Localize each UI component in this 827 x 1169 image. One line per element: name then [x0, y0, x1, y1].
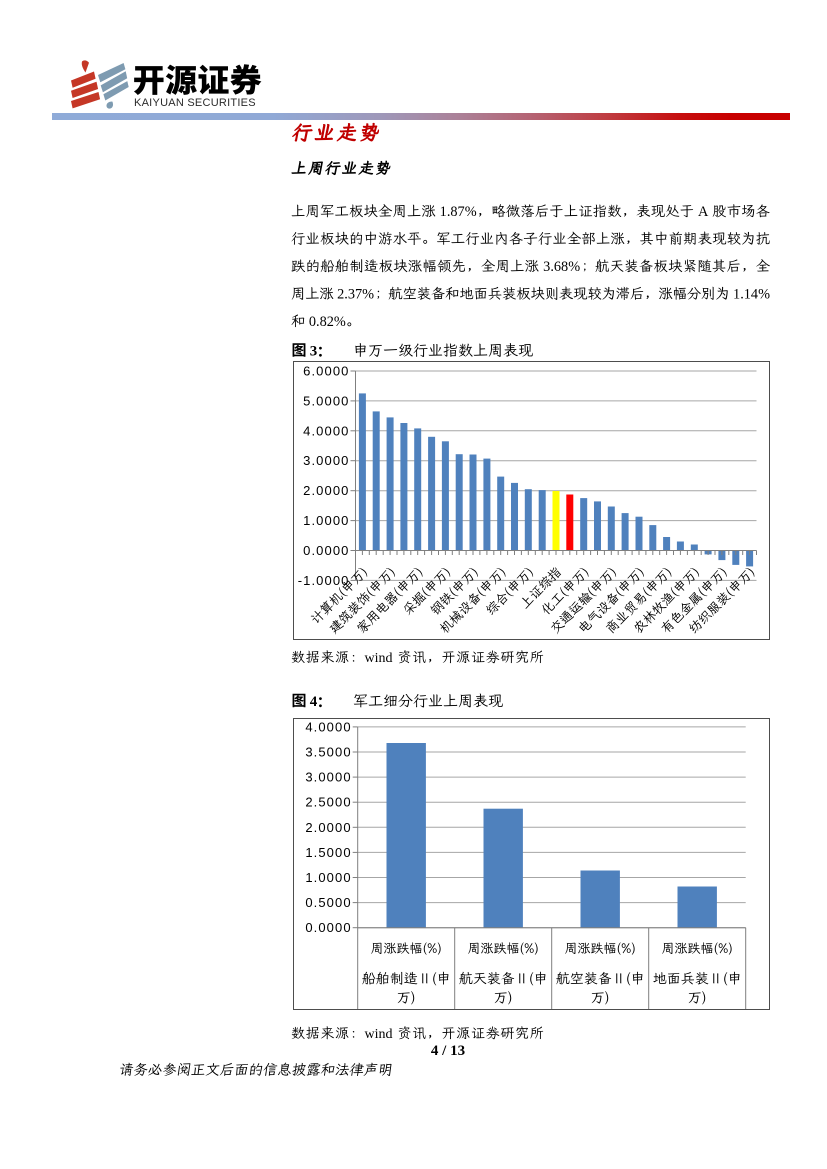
- svg-text:0.0000: 0.0000: [305, 920, 351, 935]
- svg-text:4.0000: 4.0000: [305, 719, 351, 734]
- svg-text:-1.0000: -1.0000: [298, 573, 350, 588]
- svg-text:1.0000: 1.0000: [303, 513, 349, 528]
- svg-text:wind: wind: [365, 1027, 393, 1042]
- svg-text:0.5000: 0.5000: [305, 895, 351, 910]
- svg-text:1.14%: 1.14%: [733, 286, 770, 302]
- svg-text:2.0000: 2.0000: [303, 483, 349, 498]
- svg-text:1.5000: 1.5000: [305, 845, 351, 860]
- svg-text:3.68%: 3.68%: [543, 259, 580, 275]
- svg-text:1.87%: 1.87%: [440, 204, 477, 220]
- svg-text:0.0000: 0.0000: [303, 543, 349, 558]
- svg-text:4: 4: [310, 694, 318, 710]
- svg-text:3.0000: 3.0000: [305, 770, 351, 785]
- svg-text:3: 3: [310, 343, 318, 359]
- svg-text:5.0000: 5.0000: [303, 393, 349, 408]
- svg-text:2.0000: 2.0000: [305, 820, 351, 835]
- svg-text:A: A: [698, 204, 709, 220]
- svg-text:3.0000: 3.0000: [303, 453, 349, 468]
- svg-text:2.37%: 2.37%: [337, 286, 374, 302]
- svg-text:0.82%: 0.82%: [309, 314, 346, 330]
- svg-text:3.5000: 3.5000: [305, 745, 351, 760]
- svg-text:1.0000: 1.0000: [305, 870, 351, 885]
- svg-text:4.0000: 4.0000: [303, 423, 349, 438]
- svg-text:2.5000: 2.5000: [305, 795, 351, 810]
- svg-text:6.0000: 6.0000: [303, 364, 349, 379]
- svg-text:wind: wind: [365, 651, 393, 666]
